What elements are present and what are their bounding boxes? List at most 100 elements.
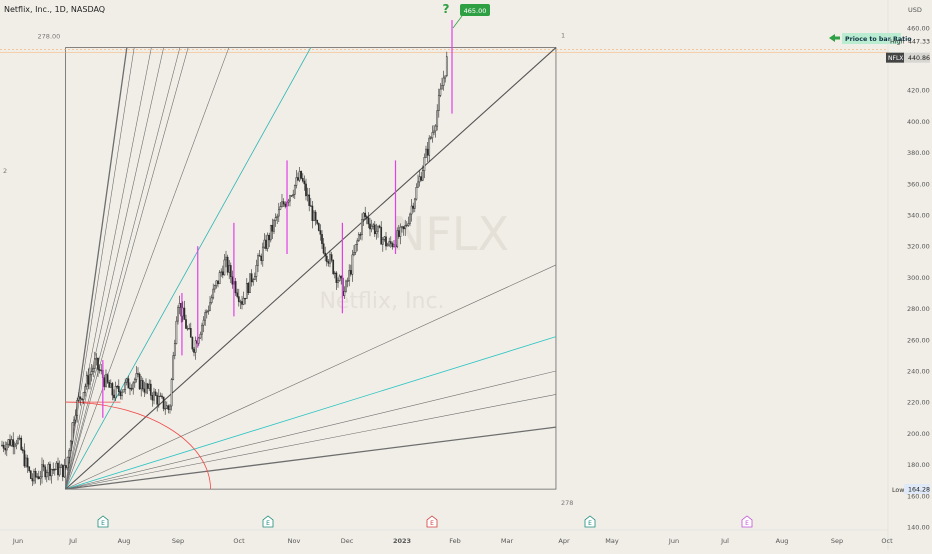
y-tick-16: 460.00 bbox=[907, 24, 930, 32]
candle-body bbox=[266, 234, 269, 249]
earnings-marker-0 bbox=[97, 515, 109, 528]
candle-body bbox=[100, 369, 103, 372]
candle-body bbox=[370, 225, 373, 230]
candle-body bbox=[1, 444, 3, 447]
watermark-ticker: NFLX bbox=[391, 207, 509, 261]
candle-body bbox=[55, 462, 58, 470]
candle-body bbox=[82, 392, 85, 400]
candle-body bbox=[321, 234, 323, 244]
fan-line-main-diagonal bbox=[65, 47, 557, 490]
candle-body bbox=[50, 469, 53, 477]
candle-body bbox=[202, 319, 205, 326]
candle-body bbox=[261, 246, 264, 261]
y-tick-0: 140.00 bbox=[907, 524, 930, 532]
candle-body bbox=[274, 217, 277, 221]
candle-body bbox=[397, 230, 400, 237]
low-value: 164.28 bbox=[908, 487, 930, 494]
candle-body bbox=[263, 239, 266, 248]
candle-body bbox=[319, 230, 322, 235]
candle-body bbox=[257, 255, 259, 266]
candle-body bbox=[356, 240, 359, 245]
candle-body bbox=[316, 220, 319, 224]
currency-label: USD bbox=[908, 6, 922, 14]
candle-body bbox=[338, 275, 341, 281]
box-top-right-label: 1 bbox=[561, 32, 565, 40]
target-badge bbox=[460, 4, 490, 16]
candle-body bbox=[393, 244, 395, 247]
candle-body bbox=[372, 224, 375, 227]
candle-body bbox=[429, 137, 432, 139]
candle-body bbox=[391, 243, 394, 247]
candle-body bbox=[289, 195, 291, 202]
candle-body bbox=[407, 223, 410, 226]
candle-body bbox=[354, 244, 357, 253]
x-tick-15: Sep bbox=[831, 537, 843, 545]
candle-body bbox=[199, 333, 202, 339]
candle-body bbox=[108, 382, 111, 388]
y-tick-2: 180.00 bbox=[907, 461, 930, 469]
candle-body bbox=[442, 77, 445, 86]
candle-body bbox=[277, 209, 280, 217]
earnings-marker-label-1: E bbox=[266, 520, 270, 527]
candle-body bbox=[105, 374, 107, 387]
candle-body bbox=[114, 385, 117, 399]
candle-body bbox=[300, 170, 303, 179]
candle-body bbox=[361, 219, 363, 235]
candle-body bbox=[405, 224, 408, 227]
candle-body bbox=[333, 272, 336, 275]
candle-body bbox=[439, 88, 442, 96]
candle-body bbox=[125, 378, 128, 383]
candle-body bbox=[223, 259, 226, 276]
candle-body bbox=[169, 405, 171, 410]
candle-body bbox=[234, 281, 237, 294]
candle-body bbox=[221, 271, 224, 276]
x-tick-0: Jun bbox=[12, 537, 23, 545]
candle-body bbox=[13, 444, 16, 448]
candle-body bbox=[23, 450, 26, 467]
x-tick-7: 2023 bbox=[393, 537, 411, 545]
candle-body bbox=[330, 254, 333, 261]
x-tick-4: Oct bbox=[233, 537, 245, 545]
fan-line-lower-4 bbox=[65, 426, 557, 490]
candle-body bbox=[388, 241, 391, 246]
candle-body bbox=[73, 419, 75, 423]
candle-body bbox=[343, 290, 346, 296]
candle-body bbox=[237, 296, 240, 302]
candle-body bbox=[178, 303, 181, 308]
candle-body bbox=[253, 276, 256, 281]
candle-body bbox=[353, 252, 355, 256]
candle-body bbox=[337, 280, 339, 283]
chart-title: Netflix, Inc., 1D, NASDAQ bbox=[4, 5, 106, 14]
y-tick-13: 400.00 bbox=[907, 118, 930, 126]
candle-body bbox=[297, 177, 299, 181]
ticker-tag bbox=[886, 52, 904, 63]
candle-body bbox=[116, 385, 119, 388]
candle-body bbox=[122, 389, 125, 393]
candle-body bbox=[426, 148, 429, 156]
candle-body bbox=[284, 203, 287, 207]
earnings-marker-1 bbox=[262, 515, 274, 528]
y-tick-14: 420.00 bbox=[907, 87, 930, 95]
candle-body bbox=[201, 324, 203, 335]
candle-body bbox=[245, 283, 248, 299]
candle-body bbox=[308, 194, 311, 206]
candle-body bbox=[249, 273, 251, 293]
candle-body bbox=[381, 238, 384, 245]
candle-body bbox=[10, 439, 13, 446]
candle-body bbox=[244, 297, 247, 300]
candle-body bbox=[431, 132, 434, 139]
candle-body bbox=[383, 236, 386, 240]
fan-line-lower-2 bbox=[65, 370, 557, 490]
fan-line-lower-0 bbox=[65, 264, 557, 490]
candle-body bbox=[287, 200, 290, 203]
candle-body bbox=[345, 280, 347, 292]
earnings-marker-2 bbox=[426, 515, 438, 528]
candle-body bbox=[314, 211, 317, 221]
left-edge-label: 2 bbox=[3, 167, 7, 175]
candle-body bbox=[151, 395, 154, 401]
candle-body bbox=[269, 224, 272, 241]
candle-body bbox=[113, 394, 115, 399]
earnings-marker-label-0: E bbox=[101, 520, 105, 527]
